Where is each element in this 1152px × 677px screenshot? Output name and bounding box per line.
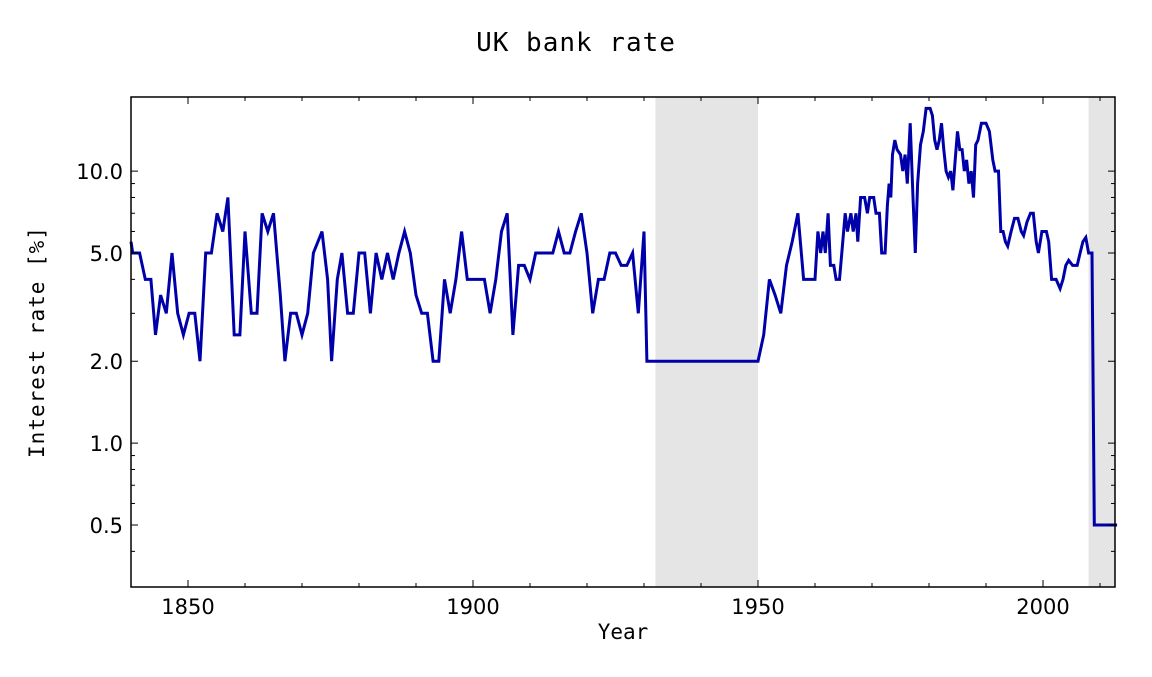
x-axis-label: Year — [597, 620, 649, 644]
shaded-regions — [655, 97, 1115, 587]
bank-rate-line — [129, 106, 1118, 527]
shaded-region — [655, 97, 758, 587]
y-tick-label: 5.0 — [90, 242, 123, 266]
x-tick-label: 1850 — [161, 595, 214, 619]
chart-title: UK bank rate — [476, 28, 676, 58]
y-tick-label: 0.5 — [90, 514, 123, 538]
x-tick-label: 2000 — [1016, 595, 1069, 619]
plot-frame — [130, 96, 1116, 588]
y-tick-label: 1.0 — [90, 432, 123, 456]
axis-ticks: 1850 1900 1950 2000 0.5 1.0 2.0 5.0 10.0 — [76, 97, 1115, 619]
x-tick-label: 1900 — [446, 595, 499, 619]
x-tick-label: 1950 — [731, 595, 784, 619]
y-tick-label: 10.0 — [76, 160, 123, 184]
y-tick-label: 2.0 — [90, 350, 123, 374]
y-axis-label: Interest rate [%] — [25, 226, 49, 458]
data-line — [129, 106, 1118, 527]
